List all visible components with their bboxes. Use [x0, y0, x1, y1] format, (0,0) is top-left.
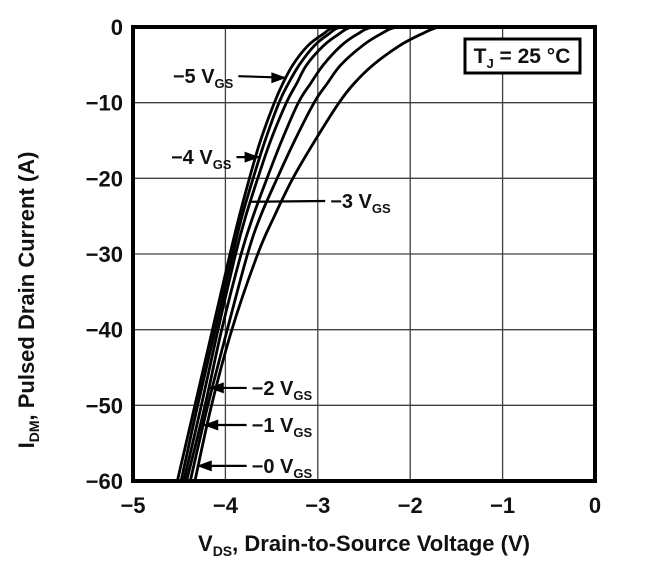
y-tick-label: −20 — [86, 166, 123, 191]
y-tick-label: 0 — [111, 15, 123, 40]
x-tick-label: −5 — [120, 493, 145, 518]
curve-vgs--5 — [175, 26, 371, 481]
y-tick-label: −60 — [86, 469, 123, 494]
curve-label-4: −1 VGS — [252, 415, 313, 440]
curve-vgs--4 — [179, 26, 377, 481]
curve-labels: −5 VGS −4 VGS −3 VGS −2 VGS −1 VGS −0 VGS — [171, 66, 391, 481]
plot-border — [131, 25, 597, 483]
annotation-arrowhead — [244, 151, 260, 163]
condition-text: TJ = 25 °C — [474, 45, 571, 71]
x-tick-label: 0 — [589, 493, 601, 518]
condition-box-frame — [463, 37, 582, 75]
tick-labels: −5 −4 −3 −2 −1 00−10−20−30−40−50−60 — [86, 15, 601, 518]
curve-vgs--1 — [188, 26, 431, 481]
annotation-arrowhead — [196, 460, 212, 472]
y-axis-title: IDM, Pulsed Drain Current (A) — [14, 152, 42, 449]
x-tick-label: −1 — [490, 493, 515, 518]
curves — [175, 26, 469, 481]
x-tick-label: −2 — [398, 493, 423, 518]
y-tick-label: −50 — [86, 393, 123, 418]
annotation-arrowhead — [203, 419, 219, 431]
curve-vgs--2 — [185, 26, 407, 481]
curve-vgs--3 — [182, 26, 386, 481]
curve-label-3: −2 VGS — [252, 378, 313, 403]
condition-box: TJ = 25 °C — [463, 37, 582, 75]
x-tick-label: −4 — [213, 493, 239, 518]
x-axis-title: VDS, Drain-to-Source Voltage (V) — [198, 531, 530, 559]
curve-label-1: −4 VGS — [171, 147, 232, 172]
grid — [133, 27, 595, 481]
annotation-leader-line — [251, 199, 326, 203]
curve-label-5: −0 VGS — [252, 456, 313, 481]
y-tick-label: −30 — [86, 242, 123, 267]
y-tick-label: −40 — [86, 318, 123, 343]
curve-label-0: −5 VGS — [173, 66, 234, 91]
annotation-arrowhead — [271, 72, 287, 84]
curve-label-2: −3 VGS — [330, 191, 391, 216]
x-tick-label: −3 — [305, 493, 330, 518]
y-tick-label: −10 — [86, 91, 123, 116]
annotation-arrowhead — [208, 382, 224, 394]
curve-vgs-0 — [193, 26, 469, 481]
